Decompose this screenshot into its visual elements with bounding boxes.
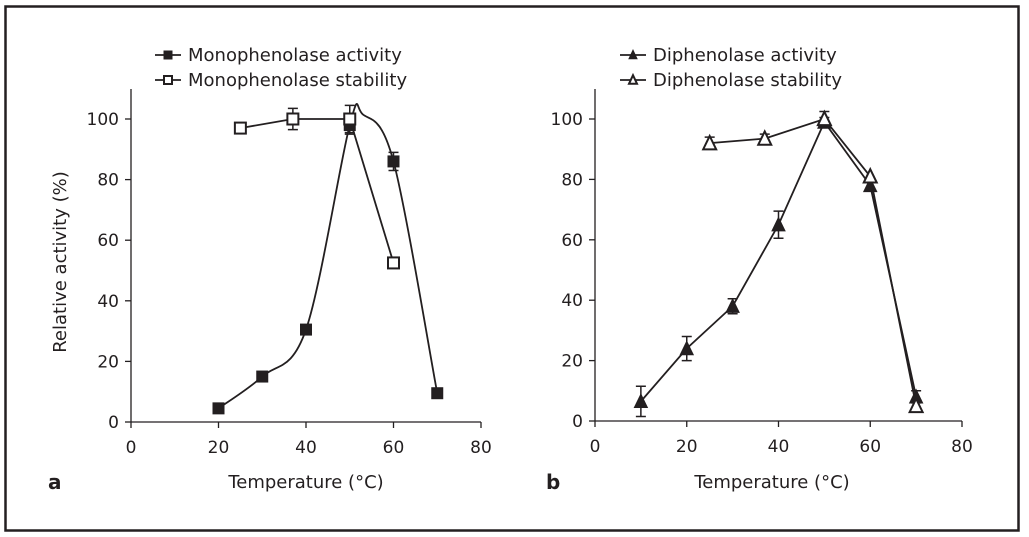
legend-item-monophenolase-activity: Monophenolase activity (155, 45, 402, 66)
panel-a-x-tick-label: 40 (295, 438, 317, 458)
legend-marker-diphenolase-activity (628, 49, 638, 60)
panel-b-legend: Diphenolase activity Diphenolase stabilit… (620, 45, 842, 91)
data-point-diphenolase-activity (679, 340, 695, 356)
legend-label-diphenolase-activity: Diphenolase activity (653, 45, 837, 66)
panel-b-y-tick-label: 0 (572, 412, 583, 432)
panel-a-axes: 0 20 40 60 80 0 20 40 60 80 100 (87, 89, 492, 458)
data-point-diphenolase-stability (816, 109, 833, 127)
panel-a-series (212, 102, 444, 415)
panel-b: 0 20 40 60 80 0 20 40 60 80 100 Diphenolase activi… (546, 45, 973, 494)
panel-b-series (633, 109, 925, 418)
data-point-monophenolase-stability (233, 121, 247, 135)
panel-a-y-tick-label: 20 (97, 352, 119, 372)
panel-b-x-tick-label: 40 (768, 437, 790, 457)
panel-b-y-tick-label: 40 (561, 291, 583, 311)
legend-item-monophenolase-stability: Monophenolase stability (155, 70, 407, 91)
data-point-monophenolase-activity (212, 402, 225, 415)
figure-frame (4, 5, 1020, 532)
panel-b-axes: 0 20 40 60 80 0 20 40 60 80 100 (551, 89, 973, 457)
data-point-monophenolase-activity (431, 387, 444, 400)
data-point-diphenolase-stability (908, 396, 925, 414)
panel-b-y-tick-label: 80 (561, 170, 583, 190)
panel-a-y-tick-label: 0 (108, 413, 119, 433)
legend-marker-diphenolase-stability (627, 72, 639, 85)
data-point-monophenolase-stability (343, 112, 357, 126)
data-point-diphenolase-stability (862, 166, 879, 184)
series-line-monophenolase-stability (240, 118, 395, 264)
panel-a-xlabel: Temperature (°C) (227, 472, 383, 493)
panel-b-x-tick-label: 60 (859, 437, 881, 457)
series-diphenolase-activity (633, 113, 924, 418)
panel-a-x-tick-label: 80 (470, 438, 492, 458)
panel-a-ylabel: Relative activity (%) (50, 171, 71, 353)
panel-b-y-tick-label: 100 (551, 110, 583, 130)
panel-b-x-tick-label: 0 (590, 437, 601, 457)
series-monophenolase-activity (212, 102, 444, 415)
data-point-monophenolase-activity (256, 370, 269, 383)
data-point-monophenolase-stability (387, 256, 400, 270)
legend-label-monophenolase-activity: Monophenolase activity (188, 45, 402, 66)
legend-label-monophenolase-stability: Monophenolase stability (188, 70, 407, 91)
panel-a-label: a (48, 470, 62, 494)
panel-a-x-tick-label: 0 (126, 438, 137, 458)
legend-marker-monophenolase-activity (163, 50, 173, 60)
series-line-diphenolase-stability (709, 117, 918, 407)
data-point-monophenolase-activity (387, 155, 400, 168)
data-point-diphenolase-stability (756, 129, 773, 146)
legend-item-diphenolase-stability: Diphenolase stability (620, 70, 842, 91)
data-point-diphenolase-stability (701, 133, 718, 151)
panel-a-legend: Monophenolase activity Monophenolase stab… (155, 45, 407, 91)
panel-a-y-tick-label: 40 (97, 292, 119, 312)
panel-b-xlabel: Temperature (°C) (693, 472, 849, 493)
legend-item-diphenolase-activity: Diphenolase activity (620, 45, 837, 66)
series-line-diphenolase-activity (640, 120, 918, 402)
data-point-monophenolase-activity (300, 323, 312, 336)
panel-b-x-tick-label: 20 (676, 437, 698, 457)
legend-label-diphenolase-stability: Diphenolase stability (653, 70, 842, 91)
data-point-monophenolase-stability (286, 112, 300, 126)
data-point-diphenolase-activity (771, 216, 786, 232)
panel-a-y-tick-label: 100 (87, 110, 119, 130)
panel-b-y-tick-label: 60 (561, 231, 583, 251)
panel-b-x-tick-label: 80 (951, 437, 973, 457)
panel-a: 0 20 40 60 80 0 20 40 60 80 100 Monophenolase acti… (48, 45, 492, 494)
data-point-diphenolase-activity (633, 393, 649, 409)
panel-a-x-tick-label: 60 (383, 438, 405, 458)
legend-marker-monophenolase-stability (163, 75, 173, 85)
series-diphenolase-stability (701, 109, 925, 414)
panel-a-y-tick-label: 80 (97, 171, 119, 191)
series-monophenolase-stability (233, 104, 400, 270)
panel-a-x-tick-label: 20 (208, 438, 230, 458)
series-line-monophenolase-activity (217, 102, 439, 410)
panel-b-label: b (546, 470, 560, 494)
panel-a-y-tick-label: 60 (97, 231, 119, 251)
panel-b-y-tick-label: 20 (561, 352, 583, 372)
data-point-diphenolase-activity (725, 297, 740, 313)
